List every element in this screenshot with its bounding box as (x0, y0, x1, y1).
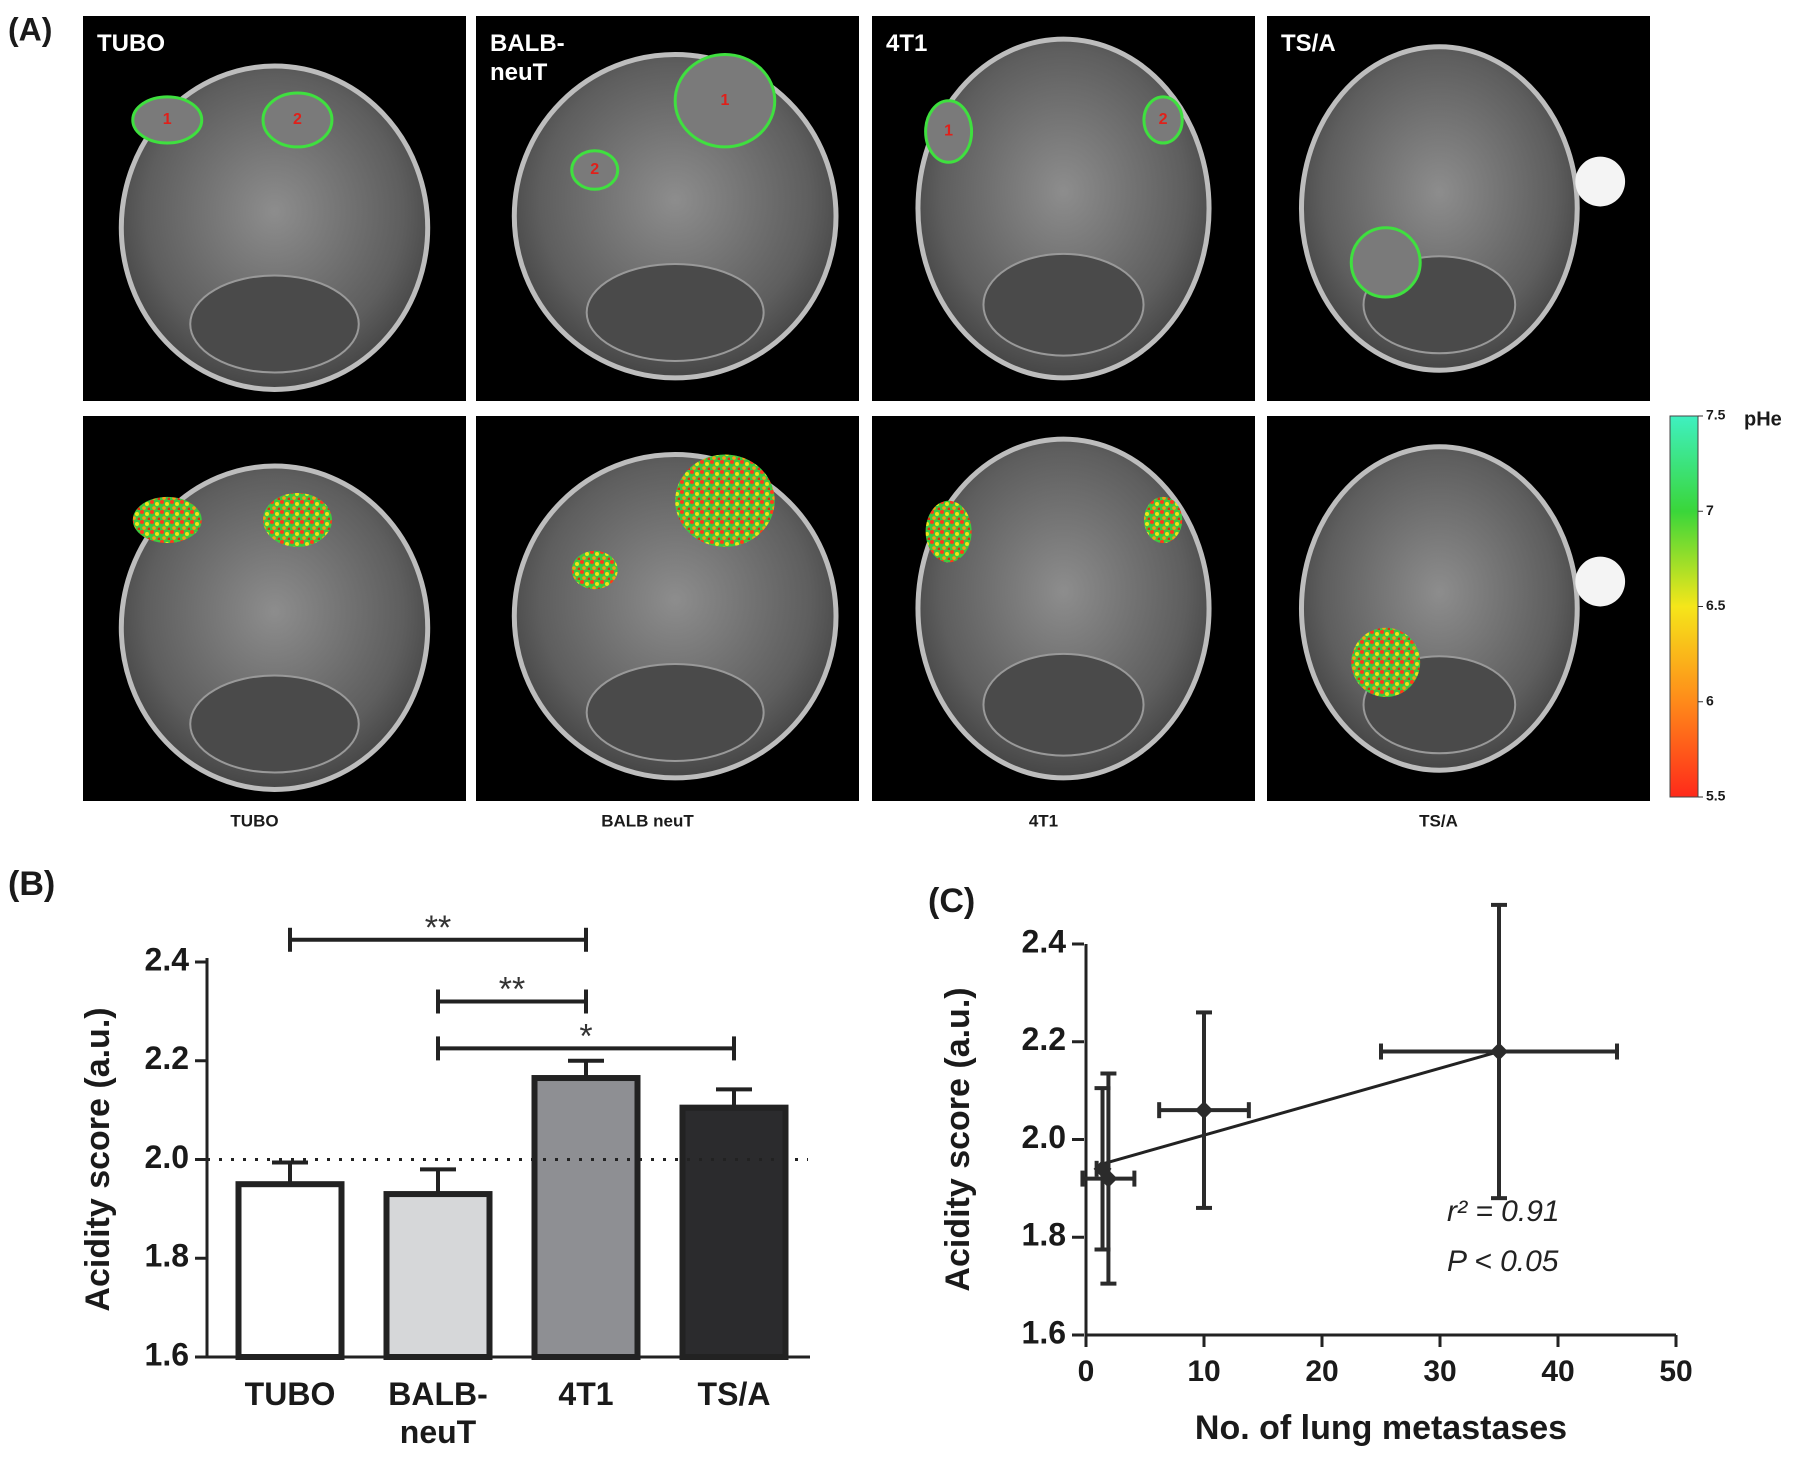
panel-label: (C) (928, 882, 975, 920)
roi-label: 1 (163, 111, 172, 128)
colorbar-tick-label: 6.5 (1706, 597, 1726, 613)
y-tick-label: 1.6 (145, 1336, 189, 1372)
y-tick-label: 2.2 (145, 1040, 189, 1076)
mri-structure (189, 274, 360, 374)
bar (531, 1075, 641, 1360)
tile-label-box: 4T1 (886, 30, 928, 57)
colorbar-tick-label: 6 (1706, 692, 1714, 708)
x-axis-label: No. of lung metastases (1195, 1409, 1567, 1447)
y-tick-label: 2.0 (145, 1139, 189, 1175)
significance-label: * (579, 1017, 592, 1055)
mri-structure (585, 662, 765, 762)
tile-label: TUBO (97, 30, 165, 57)
colorbar-tick-label: 7.5 (1706, 407, 1726, 423)
x-tick-label: BALB-neuT (388, 1376, 488, 1451)
x-tick-label-box: TS/A (697, 1376, 771, 1412)
x-tick-label: TS/A (697, 1376, 771, 1412)
tile-label: BALB-neuT (490, 30, 565, 86)
ph-map (132, 496, 202, 544)
y-tick-label: 1.8 (145, 1238, 189, 1274)
column-label: 4T1 (1029, 811, 1058, 830)
x-tick-label: 10 (1187, 1355, 1220, 1388)
significance-label: ** (425, 909, 451, 947)
colorbar-tick-label: 7 (1706, 502, 1714, 518)
roi-label: 2 (590, 161, 599, 178)
x-tick-label: 50 (1659, 1355, 1692, 1388)
colorbar-title: pHe (1744, 408, 1782, 430)
tile-label-box: TS/A (1281, 30, 1336, 57)
roi-label: 2 (1159, 111, 1168, 128)
y-tick-label: 2.0 (1022, 1119, 1066, 1155)
roi-outline (261, 91, 334, 149)
column-label: TS/A (1419, 811, 1458, 830)
x-tick-label: 0 (1078, 1355, 1095, 1388)
roi-label: 2 (293, 111, 302, 128)
roi-label: 1 (720, 92, 729, 109)
annotation: r² = 0.91 (1447, 1195, 1560, 1228)
colorbar (1669, 415, 1699, 798)
ph-map (263, 493, 332, 547)
mri-structure (189, 674, 360, 774)
x-tick-label: 4T1 (558, 1376, 614, 1412)
mri-structure (982, 652, 1145, 757)
column-label: TUBO (230, 811, 278, 830)
x-tick-label: TUBO (244, 1376, 336, 1412)
trend-line (1102, 1050, 1500, 1166)
column-label: BALB neuT (601, 811, 694, 830)
bar (679, 1104, 789, 1360)
colorbar-tick-label: 5.5 (1706, 788, 1726, 804)
x-tick-label: 20 (1305, 1355, 1338, 1388)
y-tick-label: 2.2 (1022, 1021, 1066, 1057)
y-tick-label: 2.4 (1022, 923, 1067, 959)
mri-structure (982, 252, 1145, 357)
tile-label-box: BALB-neuT (490, 30, 565, 86)
panel-label: (B) (8, 865, 55, 903)
phantom (1575, 156, 1626, 207)
x-tick-label: 40 (1541, 1355, 1574, 1388)
y-axis-label: Acidity score (a.u.) (79, 1007, 117, 1311)
y-axis-label: Acidity score (a.u.) (939, 987, 977, 1291)
bar (383, 1191, 493, 1360)
roi-outline (673, 52, 777, 149)
tile-label-box: TUBO (97, 30, 165, 57)
roi-outline (131, 95, 204, 145)
ph-map (925, 500, 972, 563)
significance-label: ** (499, 970, 525, 1008)
point (1195, 1101, 1213, 1120)
mri-structure (585, 262, 765, 362)
x-tick-label-box: 4T1 (558, 1376, 614, 1412)
x-tick-label-box: TUBO (244, 1376, 336, 1412)
ph-map (571, 550, 618, 590)
y-tick-label: 1.6 (1022, 1314, 1066, 1350)
point (1490, 1042, 1508, 1061)
panel-label: (A) (8, 11, 52, 47)
roi-outline (1142, 95, 1184, 145)
ph-map (1143, 496, 1183, 544)
bar (235, 1181, 345, 1360)
x-tick-label-box: BALB-neuT (388, 1376, 488, 1451)
roi-outline (1349, 226, 1422, 299)
roi-outline (570, 149, 620, 191)
tile-label: TS/A (1281, 30, 1336, 57)
roi-label: 1 (944, 123, 953, 140)
annotation: P < 0.05 (1447, 1245, 1559, 1278)
y-tick-label: 2.4 (145, 941, 190, 977)
y-tick-label: 1.8 (1022, 1217, 1066, 1253)
ph-map (1351, 627, 1421, 698)
x-tick-label: 30 (1423, 1355, 1456, 1388)
roi-outline (924, 99, 974, 164)
tile-label: 4T1 (886, 30, 928, 57)
ph-map (675, 454, 775, 547)
phantom (1575, 556, 1626, 607)
point (1099, 1169, 1118, 1188)
